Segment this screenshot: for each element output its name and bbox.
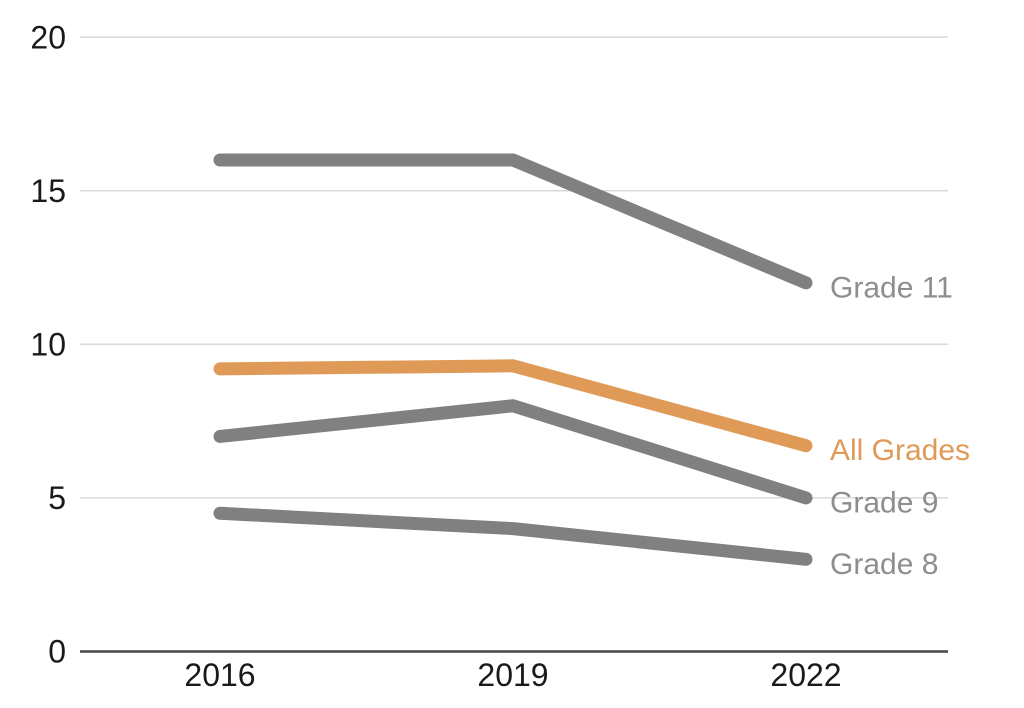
y-axis-tick-label: 5	[48, 480, 66, 516]
y-axis-tick-label: 0	[48, 634, 66, 670]
series-line-grade-9	[213, 399, 813, 505]
series-label-grade-11: Grade 11	[830, 271, 953, 304]
series-line-grade-11	[213, 153, 813, 290]
x-axis-tick-label: 2016	[184, 657, 255, 693]
x-axis-tick-label: 2019	[477, 657, 548, 693]
series-label-all-grades: All Grades	[830, 434, 970, 467]
series-line-grade-8	[213, 506, 813, 566]
y-axis-tick-label: 15	[30, 173, 66, 209]
y-axis-tick-label: 20	[30, 19, 66, 55]
series-label-grade-9: Grade 9	[830, 486, 938, 519]
y-axis-tick-label: 10	[30, 327, 66, 363]
x-axis-tick-label: 2022	[770, 657, 841, 693]
series-label-grade-8: Grade 8	[830, 548, 938, 581]
series-line-all-grades	[213, 359, 813, 453]
